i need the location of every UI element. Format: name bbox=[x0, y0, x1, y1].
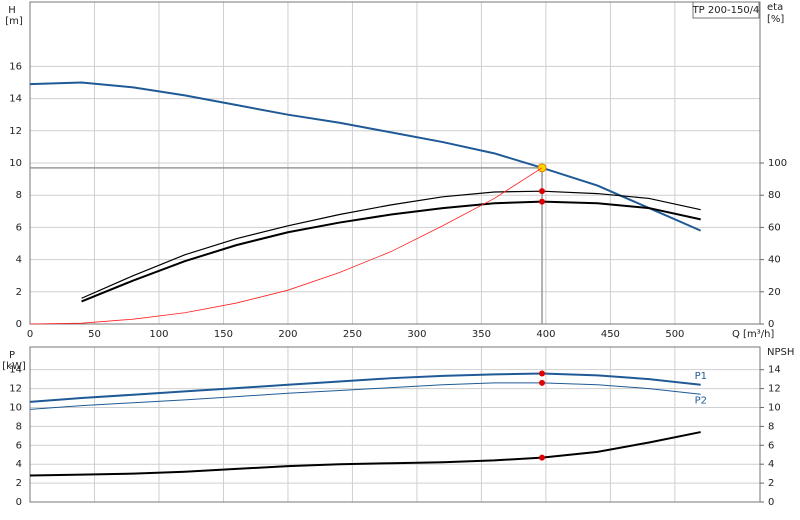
y2-tick-label: 60 bbox=[768, 222, 781, 233]
y-tick-label: 2 bbox=[16, 478, 22, 489]
annotation: TP 200-150/4 bbox=[692, 5, 760, 16]
y2-tick-label: 100 bbox=[768, 158, 787, 169]
y-axis-unit: [m] bbox=[5, 16, 23, 27]
y-tick-label: 6 bbox=[16, 440, 22, 451]
y-tick-label: 12 bbox=[9, 384, 22, 395]
x-tick-label: 350 bbox=[472, 329, 491, 340]
x-tick-label: 150 bbox=[214, 329, 233, 340]
curve bbox=[29, 431, 701, 477]
y-tick-label: 0 bbox=[16, 497, 22, 508]
y2-tick-label: 14 bbox=[768, 365, 781, 376]
series-label: P2 bbox=[695, 395, 707, 406]
x-tick-label: 50 bbox=[88, 329, 101, 340]
curve bbox=[29, 81, 702, 232]
y-axis-label: H bbox=[8, 5, 16, 16]
y-tick-label: 10 bbox=[9, 402, 22, 413]
y2-axis-label: eta bbox=[767, 2, 783, 13]
operating-point bbox=[539, 198, 546, 205]
y-tick-label: 4 bbox=[16, 459, 22, 470]
x-tick-label: 0 bbox=[27, 329, 33, 340]
y-tick-label: 6 bbox=[16, 222, 22, 233]
x-tick-label: 200 bbox=[278, 329, 297, 340]
curve bbox=[29, 372, 701, 403]
y-tick-label: 4 bbox=[16, 255, 22, 266]
x-tick-label: 300 bbox=[407, 329, 426, 340]
y-tick-label: 10 bbox=[9, 158, 22, 169]
plot-frame bbox=[29, 346, 761, 503]
x-tick-label: 500 bbox=[665, 329, 684, 340]
curve bbox=[29, 167, 543, 325]
y2-axis-unit: [%] bbox=[767, 14, 784, 25]
y2-tick-label: 0 bbox=[768, 319, 774, 330]
y2-axis-label: NPSH bbox=[767, 347, 794, 358]
x-tick-label: 100 bbox=[149, 329, 168, 340]
x-axis-label: Q [m³/h] bbox=[732, 329, 774, 340]
y-tick-label: 14 bbox=[9, 365, 22, 376]
series-label: P1 bbox=[695, 371, 707, 382]
y-tick-label: 14 bbox=[9, 94, 22, 105]
operating-point bbox=[539, 379, 546, 386]
y2-tick-label: 12 bbox=[768, 384, 781, 395]
curve bbox=[81, 200, 701, 303]
y2-tick-label: 0 bbox=[768, 497, 774, 508]
y-tick-label: 8 bbox=[16, 421, 22, 432]
y2-tick-label: 10 bbox=[768, 402, 781, 413]
y-tick-label: 8 bbox=[16, 190, 22, 201]
y2-tick-label: 80 bbox=[768, 190, 781, 201]
y2-tick-label: 6 bbox=[768, 440, 774, 451]
y-tick-label: 0 bbox=[16, 319, 22, 330]
operating-point bbox=[539, 370, 546, 377]
x-tick-label: 400 bbox=[536, 329, 555, 340]
curve bbox=[29, 382, 701, 410]
y-axis-unit: [kW] bbox=[2, 361, 26, 372]
y-axis-label: P bbox=[9, 350, 15, 361]
operating-point bbox=[539, 188, 546, 195]
plot-frame bbox=[29, 1, 761, 325]
x-tick-label: 250 bbox=[343, 329, 362, 340]
y-tick-label: 16 bbox=[9, 61, 22, 72]
y2-tick-label: 20 bbox=[768, 287, 781, 298]
y2-tick-label: 40 bbox=[768, 255, 781, 266]
y-tick-label: 12 bbox=[9, 126, 22, 137]
x-tick-label: 450 bbox=[601, 329, 620, 340]
curve bbox=[81, 190, 701, 299]
y2-tick-label: 2 bbox=[768, 478, 774, 489]
y-tick-label: 2 bbox=[16, 287, 22, 298]
y2-tick-label: 8 bbox=[768, 421, 774, 432]
operating-point bbox=[539, 454, 546, 461]
annotation-box bbox=[692, 1, 760, 19]
y2-tick-label: 4 bbox=[768, 459, 774, 470]
